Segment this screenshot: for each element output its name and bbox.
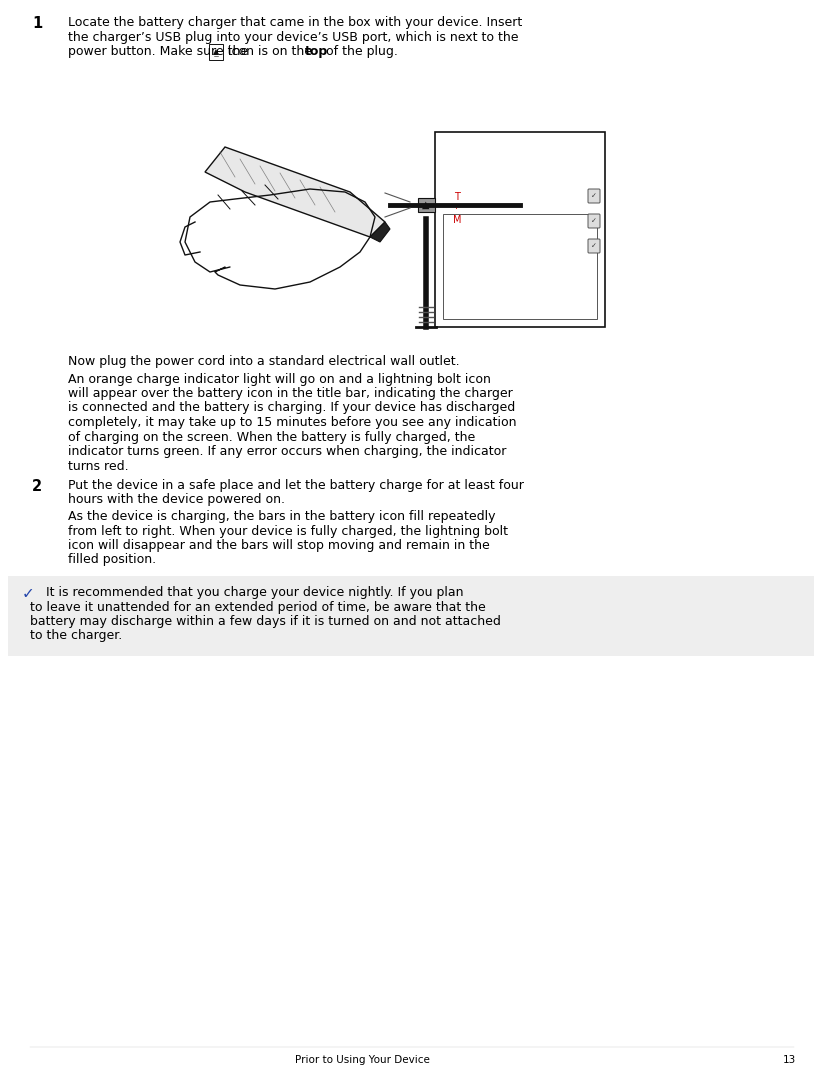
FancyBboxPatch shape [209, 44, 223, 60]
Text: ▲: ▲ [213, 47, 219, 57]
Text: hours with the device powered on.: hours with the device powered on. [68, 493, 285, 506]
FancyBboxPatch shape [435, 132, 605, 327]
Text: 2: 2 [32, 479, 42, 494]
Text: the charger’s USB plug into your device’s USB port, which is next to the: the charger’s USB plug into your device’… [68, 30, 518, 44]
Text: of the plug.: of the plug. [322, 45, 398, 58]
Text: Put the device in a safe place and let the battery charge for at least four: Put the device in a safe place and let t… [68, 479, 524, 492]
Text: will appear over the battery icon in the title bar, indicating the charger: will appear over the battery icon in the… [68, 387, 513, 400]
Text: As the device is charging, the bars in the battery icon fill repeatedly: As the device is charging, the bars in t… [68, 510, 495, 523]
Text: It is recommended that you charge your device nightly. If you plan: It is recommended that you charge your d… [46, 586, 463, 599]
Text: indicator turns green. If any error occurs when charging, the indicator: indicator turns green. If any error occu… [68, 445, 507, 458]
Text: to leave it unattended for an extended period of time, be aware that the: to leave it unattended for an extended p… [30, 600, 486, 613]
Text: ▲: ▲ [422, 200, 430, 210]
Text: filled position.: filled position. [68, 553, 156, 566]
FancyBboxPatch shape [588, 189, 600, 203]
Text: from left to right. When your device is fully charged, the lightning bolt: from left to right. When your device is … [68, 524, 508, 537]
Text: icon is on the: icon is on the [224, 45, 316, 58]
Text: Now plug the power cord into a standard electrical wall outlet.: Now plug the power cord into a standard … [68, 355, 460, 368]
FancyBboxPatch shape [443, 214, 597, 319]
Text: top: top [305, 45, 329, 58]
Text: ✓: ✓ [591, 218, 597, 224]
Text: of charging on the screen. When the battery is fully charged, the: of charging on the screen. When the batt… [68, 431, 475, 444]
FancyBboxPatch shape [588, 239, 600, 253]
Text: 1: 1 [32, 16, 42, 31]
Text: 13: 13 [783, 1055, 796, 1064]
Text: ✓: ✓ [591, 243, 597, 249]
Text: completely, it may take up to 15 minutes before you see any indication: completely, it may take up to 15 minutes… [68, 416, 517, 429]
Text: is connected and the battery is charging. If your device has discharged: is connected and the battery is charging… [68, 402, 515, 415]
Text: ✓: ✓ [591, 193, 597, 199]
Text: Locate the battery charger that came in the box with your device. Insert: Locate the battery charger that came in … [68, 16, 522, 29]
Text: battery may discharge within a few days if it is turned on and not attached: battery may discharge within a few days … [30, 615, 501, 628]
FancyBboxPatch shape [588, 214, 600, 228]
FancyBboxPatch shape [8, 576, 814, 656]
Polygon shape [370, 222, 390, 242]
FancyBboxPatch shape [418, 198, 435, 212]
Text: to the charger.: to the charger. [30, 629, 122, 642]
Text: power button. Make sure the: power button. Make sure the [68, 45, 252, 58]
Text: An orange charge indicator light will go on and a lightning bolt icon: An orange charge indicator light will go… [68, 372, 491, 386]
Text: ✓: ✓ [22, 586, 35, 601]
Text: turns red.: turns red. [68, 460, 129, 473]
Polygon shape [205, 147, 385, 237]
Text: Prior to Using Your Device: Prior to Using Your Device [295, 1055, 430, 1064]
Text: icon will disappear and the bars will stop moving and remain in the: icon will disappear and the bars will st… [68, 539, 489, 552]
Text: T
·
M: T · M [452, 192, 461, 225]
